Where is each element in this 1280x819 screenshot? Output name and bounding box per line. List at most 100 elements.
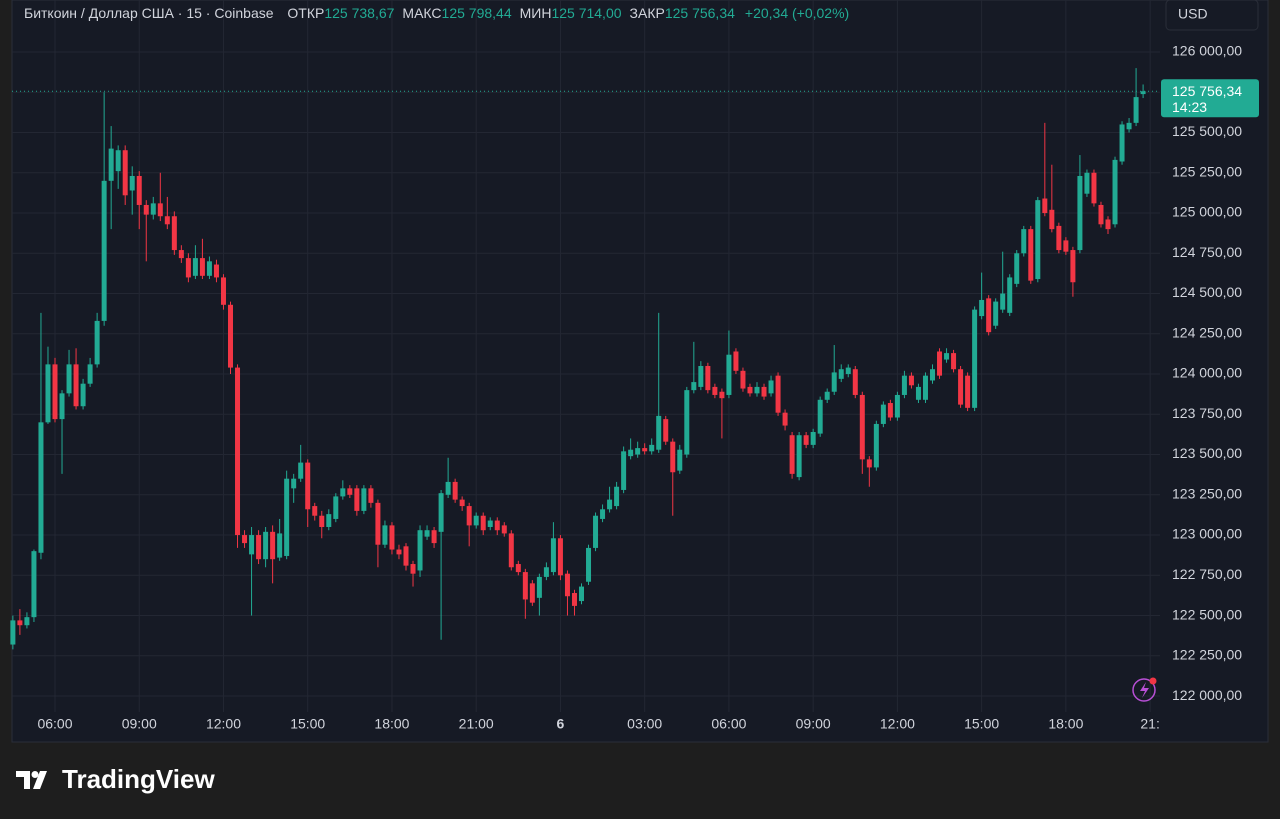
candle-body bbox=[628, 449, 634, 457]
y-tick-label: 123 000,00 bbox=[1172, 526, 1242, 542]
y-tick-label: 124 000,00 bbox=[1172, 365, 1242, 381]
candle-body bbox=[733, 351, 739, 371]
candle-body bbox=[396, 549, 402, 555]
candle-body bbox=[845, 367, 851, 375]
x-tick-label: 06:00 bbox=[711, 716, 746, 732]
candle-body bbox=[347, 488, 353, 495]
candle-body bbox=[1000, 293, 1006, 310]
brand-logo-dot bbox=[31, 771, 39, 778]
currency-button[interactable] bbox=[1165, 0, 1259, 31]
candle-body bbox=[171, 216, 177, 251]
candle-body bbox=[852, 369, 858, 395]
candle-body bbox=[930, 369, 935, 381]
candle-body bbox=[1119, 124, 1125, 162]
candle-body bbox=[270, 531, 276, 560]
candle-body bbox=[480, 515, 486, 531]
candle-body bbox=[712, 386, 718, 395]
candle-body bbox=[375, 502, 381, 545]
candle-body bbox=[824, 391, 830, 400]
candle-body bbox=[424, 530, 430, 537]
candle-body bbox=[263, 531, 269, 560]
candle-body bbox=[389, 525, 395, 550]
x-tick-label: 18:00 bbox=[374, 716, 409, 732]
y-tick-label: 122 000,00 bbox=[1172, 687, 1242, 703]
candle-body bbox=[810, 431, 816, 445]
candle-body bbox=[951, 353, 957, 370]
candle-body bbox=[600, 509, 606, 519]
candle-body bbox=[136, 175, 142, 205]
candle-body bbox=[614, 486, 620, 507]
candle-body bbox=[403, 546, 409, 566]
ohlc-value: 125 798,44 bbox=[442, 5, 512, 21]
candle-body bbox=[305, 462, 311, 510]
candle-body bbox=[438, 493, 444, 532]
price-label-box bbox=[1161, 79, 1259, 118]
ohlc-label: ЗАКР bbox=[630, 5, 665, 21]
ohlc-value: 125 756,34 bbox=[665, 5, 735, 21]
candle-body bbox=[880, 404, 886, 424]
y-tick-label: 122 750,00 bbox=[1172, 566, 1242, 582]
x-tick-label: 15:00 bbox=[964, 716, 999, 732]
candle-body bbox=[473, 515, 479, 526]
x-tick-label: 15:00 bbox=[290, 716, 325, 732]
candle-body bbox=[691, 382, 697, 391]
candle-body bbox=[284, 478, 290, 556]
candle-body bbox=[17, 620, 23, 626]
candle-body bbox=[831, 372, 837, 392]
candle-body bbox=[1126, 122, 1132, 130]
candle-body bbox=[740, 370, 746, 389]
candle-body bbox=[747, 386, 753, 394]
candle-body bbox=[1049, 209, 1055, 230]
candle-body bbox=[979, 299, 985, 317]
labels: 122 000,00 122 250,00 122 500,00 122 750,00… bbox=[37, 43, 1242, 732]
candle-body bbox=[873, 423, 879, 468]
candle-body bbox=[382, 525, 388, 545]
alert-icon[interactable] bbox=[1132, 678, 1156, 702]
x-tick-label: 6 bbox=[557, 716, 565, 732]
candle-body bbox=[31, 551, 37, 618]
candle-body bbox=[635, 448, 641, 455]
candle-body bbox=[129, 175, 135, 191]
candle-body bbox=[1056, 225, 1062, 251]
candle-body bbox=[972, 309, 978, 408]
candle-body bbox=[445, 481, 451, 495]
y-tick-label: 122 500,00 bbox=[1172, 606, 1242, 622]
candle-body bbox=[944, 353, 950, 360]
candle-body bbox=[579, 586, 584, 602]
x-tick-label: 09:00 bbox=[796, 716, 831, 732]
y-tick-label: 123 250,00 bbox=[1172, 485, 1242, 501]
y-tick-label: 126 000,00 bbox=[1172, 43, 1242, 59]
candle-body bbox=[115, 150, 121, 172]
y-tick-label: 124 250,00 bbox=[1172, 324, 1242, 340]
y-tick-label: 123 750,00 bbox=[1172, 405, 1242, 421]
chart-panel bbox=[11, 0, 1269, 743]
y-tick-label: 125 500,00 bbox=[1172, 123, 1242, 139]
candle-body bbox=[803, 435, 809, 445]
candle-body bbox=[670, 441, 676, 473]
candle-body bbox=[1035, 200, 1041, 280]
candle-body bbox=[796, 435, 802, 478]
candle-body bbox=[1021, 229, 1027, 254]
candle-body bbox=[417, 530, 423, 571]
candle-body bbox=[220, 277, 226, 305]
candle-body bbox=[10, 620, 16, 645]
candle-body bbox=[185, 258, 191, 278]
candle-body bbox=[775, 375, 781, 413]
candle-body bbox=[340, 488, 346, 497]
x-tick-label: 21:00 bbox=[459, 716, 494, 732]
candle-body bbox=[543, 567, 549, 577]
x-tick-label: 12:00 bbox=[206, 716, 241, 732]
candle-body bbox=[66, 364, 72, 394]
candle-body bbox=[94, 320, 100, 365]
candle-body bbox=[501, 525, 507, 534]
candle-body bbox=[1014, 253, 1020, 284]
currency-label[interactable]: USD bbox=[1178, 6, 1208, 22]
candle-body bbox=[157, 203, 163, 217]
candle-body bbox=[684, 390, 690, 455]
candle-body bbox=[213, 264, 219, 278]
candle-body bbox=[522, 572, 528, 600]
symbol-title: Биткоин / Доллар США · 15 · Coinbase bbox=[24, 5, 274, 21]
candle-body bbox=[515, 564, 521, 573]
candle-body bbox=[789, 435, 795, 474]
